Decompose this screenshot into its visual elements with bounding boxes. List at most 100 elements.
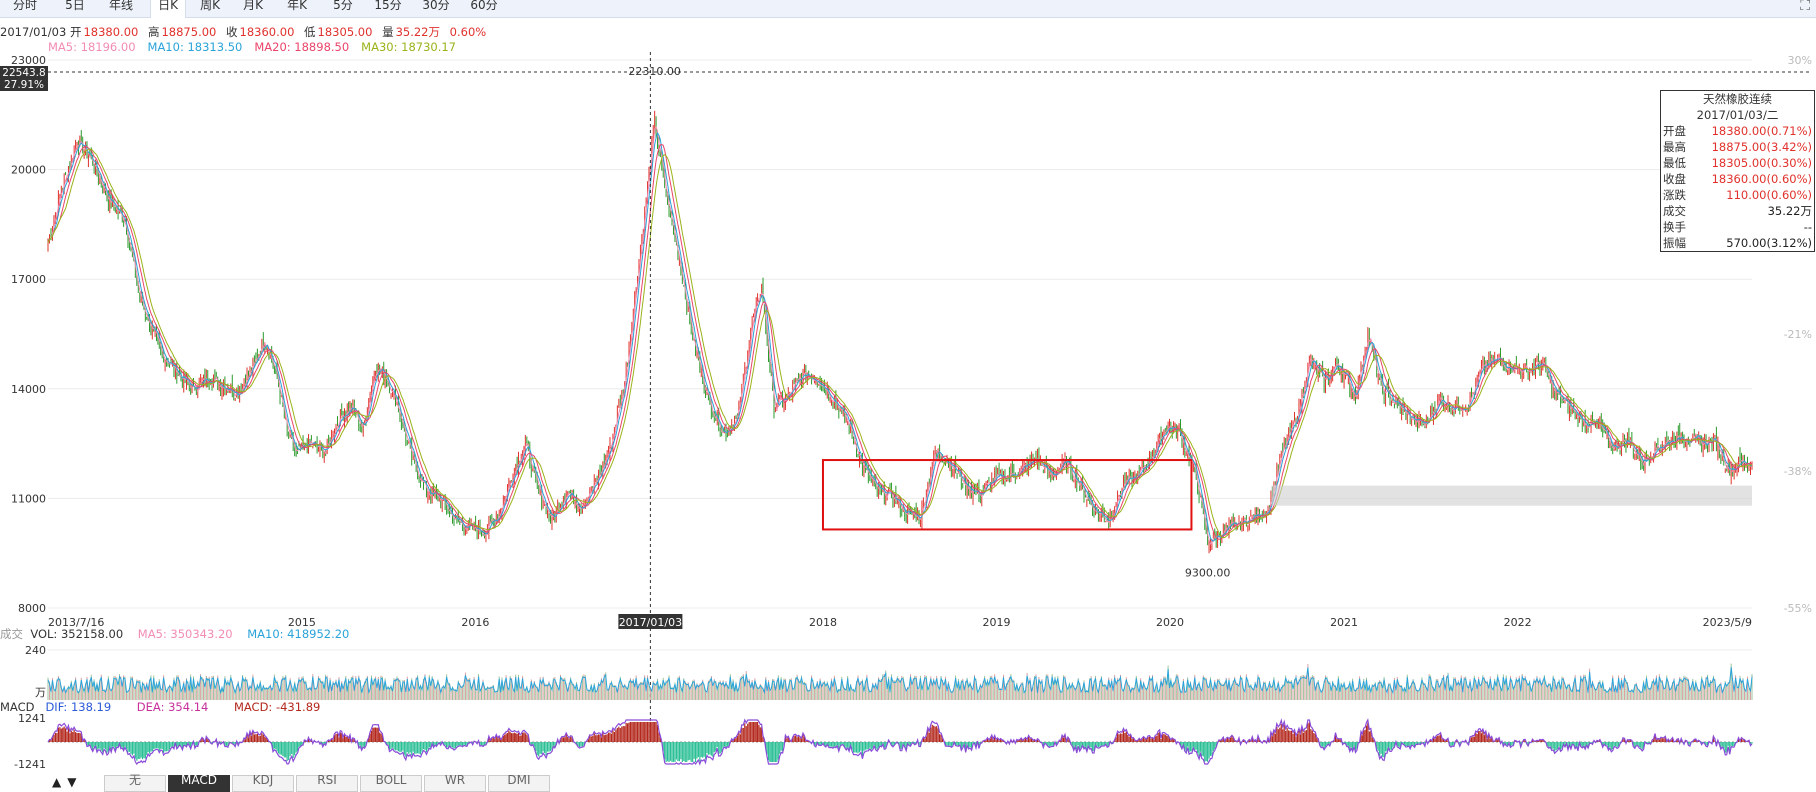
tab-6[interactable]: 年K: [287, 0, 307, 12]
open-value: 18380.00: [83, 25, 139, 39]
volume-label: 量: [382, 25, 394, 39]
crosshair-price-bg: [0, 66, 48, 91]
vol-ma-line: [47, 667, 1753, 695]
tab-9[interactable]: 30分: [422, 0, 450, 12]
low-value: 18305.00: [317, 25, 373, 39]
info-row-label: 开盘: [1663, 124, 1686, 138]
ma-line-2: [47, 143, 1753, 540]
crosshair-price: 22543.8: [2, 67, 45, 79]
info-row-label: 成交: [1663, 204, 1686, 218]
period-tab-bar: [0, 0, 1816, 18]
info-row-value: 18305.00(0.30%): [1711, 156, 1812, 170]
crosshair-pct: 27.91%: [4, 79, 44, 91]
info-row-value: 570.00(3.12%): [1726, 236, 1812, 250]
ohlc-readout: 2017/01/03 开 18380.00 高 18875.00 收 18360.00…: [0, 24, 492, 40]
arrow-up-icon[interactable]: ▲: [52, 775, 62, 789]
tab-0[interactable]: 分时: [12, 0, 37, 12]
tab-10[interactable]: 60分: [470, 0, 498, 12]
indicator-tab-4[interactable]: BOLL: [360, 774, 422, 792]
ma-line-1: [47, 131, 1753, 542]
info-box-title: 天然橡胶连续: [1703, 92, 1772, 106]
indicator-tab-1[interactable]: MACD: [168, 774, 230, 792]
y-tick-label: 8000: [18, 602, 46, 615]
macd-y-bottom: -1241: [14, 758, 46, 771]
pct-tick-label: -38%: [1784, 465, 1812, 478]
open-label: 开: [69, 25, 82, 39]
y-tick-label: 20000: [11, 164, 46, 177]
dif-line: [47, 718, 1753, 766]
info-row-value: 35.22万: [1767, 204, 1812, 218]
info-row-label: 收盘: [1663, 172, 1686, 186]
ma-line-3: [47, 148, 1753, 539]
x-tick-label: 2023/5/9: [1703, 616, 1752, 629]
volume-legend: 成交 VOL: 352158.00 MA5: 350343.20 MA10: 4…: [0, 626, 349, 642]
low-label: 低: [304, 25, 316, 39]
x-crosshair-label-bg: [618, 614, 683, 629]
info-row-value: 110.00(0.60%): [1726, 188, 1812, 202]
highlight-box: [821, 459, 1193, 531]
volume-value: 35.22万: [395, 25, 441, 39]
info-box-date: 2017/01/03/二: [1696, 108, 1779, 122]
tab-5[interactable]: 月K: [243, 0, 263, 12]
dif-value: DIF: 138.19: [45, 700, 112, 714]
x-tick-label: 2013/7/16: [48, 616, 104, 629]
info-row: 最低 18305.00(0.30%): [1661, 155, 1814, 171]
tab-7[interactable]: 5分: [333, 0, 353, 12]
vol-unit: 万: [35, 686, 46, 699]
info-row-label: 最低: [1663, 156, 1686, 170]
volume-title: 成交: [0, 627, 23, 641]
tab-2[interactable]: 年线: [108, 0, 133, 12]
info-row: 最高 18875.00(3.42%): [1661, 139, 1814, 155]
close-value: 18360.00: [239, 25, 295, 39]
info-row: 收盘 18360.00(0.60%): [1661, 171, 1814, 187]
ma-legend-1: MA10: 18313.50: [147, 40, 243, 54]
extreme-label: 9300.00: [1185, 567, 1231, 580]
tab-1[interactable]: 5日: [65, 0, 85, 12]
y-tick-label: 17000: [11, 273, 46, 286]
x-tick-label: 2020: [1156, 616, 1184, 629]
indicator-arrows: ▲ ▼: [52, 775, 76, 789]
indicator-tab-0[interactable]: 无: [104, 774, 166, 792]
info-row: 振幅 570.00(3.12%): [1661, 235, 1814, 251]
pct-tick-label: -21%: [1784, 328, 1812, 341]
info-row-value: 18360.00(0.60%): [1711, 172, 1812, 186]
info-row-value: --: [1803, 220, 1812, 234]
tab-8[interactable]: 15分: [374, 0, 402, 12]
indicator-tab-2[interactable]: KDJ: [232, 774, 294, 792]
info-row: 涨跌 110.00(0.60%): [1661, 187, 1814, 203]
y-tick-label: 23000: [11, 54, 46, 67]
macd-title: MACD: [0, 700, 35, 714]
high-label: 高: [147, 25, 160, 39]
indicator-tab-6[interactable]: DMI: [488, 774, 550, 792]
x-tick-label: 2021: [1330, 616, 1358, 629]
dea-value: DEA: 354.14: [136, 700, 209, 714]
info-row-value: 18875.00(3.42%): [1711, 140, 1812, 154]
tab-4[interactable]: 周K: [200, 0, 220, 12]
ma-legend-3: MA30: 18730.17: [361, 40, 456, 54]
x-tick-label: 2016: [461, 616, 489, 629]
info-row-label: 换手: [1663, 220, 1686, 234]
indicator-tab-5[interactable]: WR: [424, 774, 486, 792]
ma-legend-0: MA5: 18196.00: [48, 40, 136, 54]
indicator-tab-3[interactable]: RSI: [296, 774, 358, 792]
info-row: 开盘 18380.00(0.71%): [1661, 123, 1814, 139]
high-value: 18875.00: [161, 25, 217, 39]
y-tick-label: 14000: [11, 383, 46, 396]
arrow-down-icon[interactable]: ▼: [67, 775, 77, 789]
info-row-value: 18380.00(0.71%): [1711, 124, 1812, 138]
close-label: 收: [226, 25, 238, 39]
y-tick-label: 11000: [11, 492, 46, 505]
x-tick-label: 2022: [1504, 616, 1532, 629]
info-row-label: 振幅: [1663, 236, 1686, 250]
info-row: 换手 --: [1661, 219, 1814, 235]
change-value: 0.60%: [449, 25, 487, 39]
info-row-label: 最高: [1663, 140, 1686, 154]
pct-tick-label: 30%: [1788, 54, 1812, 67]
tab-3[interactable]: 日K: [150, 0, 186, 18]
x-tick-label: 2018: [809, 616, 837, 629]
info-row-label: 涨跌: [1663, 188, 1686, 202]
fullscreen-icon[interactable]: ⛶: [1800, 0, 1810, 14]
ohlc-date: 2017/01/03: [0, 25, 67, 39]
ma-legend: MA5: 18196.00 MA10: 18313.50 MA20: 18898.5…: [48, 40, 468, 54]
